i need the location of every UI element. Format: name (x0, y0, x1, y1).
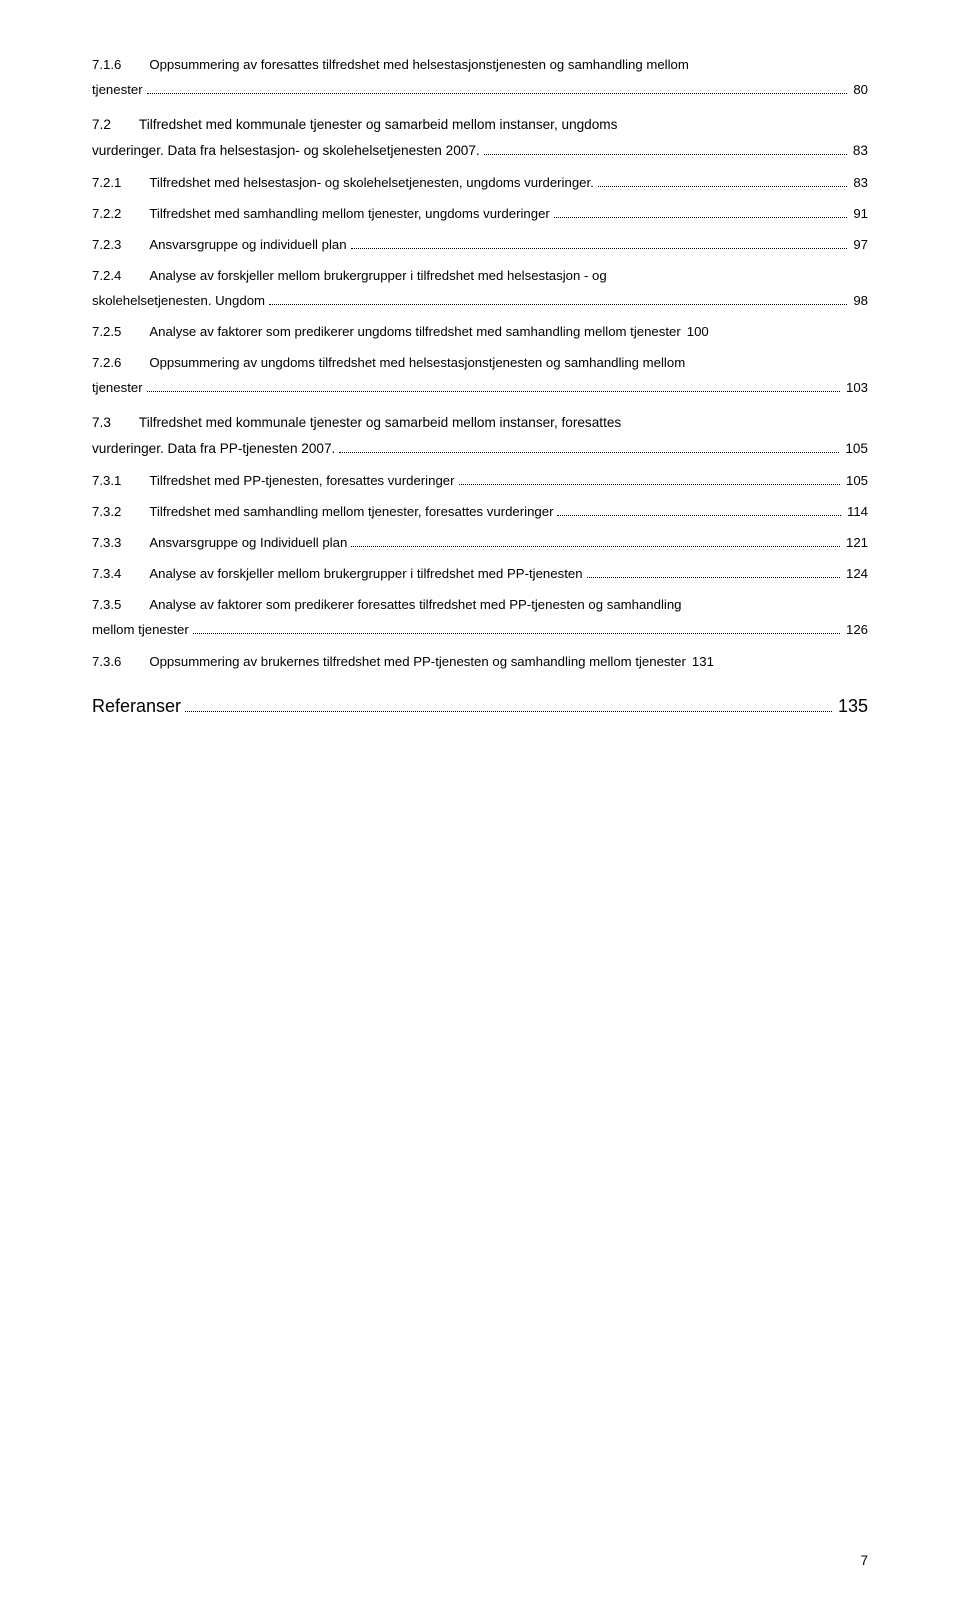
toc-text: Analyse av forskjeller mellom brukergrup… (149, 561, 582, 586)
toc-page: 105 (844, 468, 868, 493)
leader-dots (147, 93, 848, 94)
toc-text: Tilfredshet med kommunale tjenester og s… (139, 117, 618, 132)
toc-page: 97 (851, 232, 868, 257)
toc-number: 7.3 (92, 410, 139, 436)
toc-entry: 7.3.6Oppsummering av brukernes tilfredsh… (92, 649, 868, 674)
references-page: 135 (836, 696, 868, 717)
leader-dots (557, 515, 841, 516)
references-label: Referanser (92, 696, 181, 717)
toc-number: 7.2.3 (92, 232, 149, 257)
toc-entry: 7.2.4Analyse av forskjeller mellom bruke… (92, 263, 868, 313)
toc-page: 100 (681, 319, 709, 344)
toc-entry: 7.2.5Analyse av faktorer som predikerer … (92, 319, 868, 344)
leader-dots (459, 484, 840, 485)
toc-entry: 7.2.1Tilfredshet med helsestasjon- og sk… (92, 170, 868, 195)
leader-dots (351, 546, 840, 547)
leader-dots (484, 154, 847, 155)
toc-page: 131 (686, 649, 714, 674)
toc-text: Oppsummering av foresattes tilfredshet m… (149, 57, 689, 72)
leader-dots (147, 391, 840, 392)
toc-number: 7.3.1 (92, 468, 149, 493)
toc-page: 83 (851, 138, 868, 164)
toc-number: 7.3.6 (92, 649, 149, 674)
toc-text: Ansvarsgruppe og Individuell plan (149, 530, 347, 555)
toc-number: 7.2.5 (92, 319, 149, 344)
toc-number: 7.3.3 (92, 530, 149, 555)
toc-text: vurderinger. Data fra helsestasjon- og s… (92, 138, 480, 164)
toc-page: 80 (851, 77, 868, 102)
toc-section: 7.2Tilfredshet med kommunale tjenester o… (92, 112, 868, 164)
toc-page: 121 (844, 530, 868, 555)
toc-text: Tilfredshet med PP-tjenesten, foresattes… (149, 468, 454, 493)
toc-text: tjenester (92, 77, 143, 102)
toc-entry: 7.2.6Oppsummering av ungdoms tilfredshet… (92, 350, 868, 400)
toc-entry: 7.3.2Tilfredshet med samhandling mellom … (92, 499, 868, 524)
leader-dots (598, 186, 848, 187)
page: 7.1.6Oppsummering av foresattes tilfreds… (0, 0, 960, 1606)
toc-entry: 7.2.3Ansvarsgruppe og individuell plan 97 (92, 232, 868, 257)
toc-entry: 7.1.6Oppsummering av foresattes tilfreds… (92, 52, 868, 102)
toc-text: Tilfredshet med samhandling mellom tjene… (149, 499, 553, 524)
references-line: Referanser 135 (92, 696, 868, 717)
toc-page: 103 (844, 375, 868, 400)
toc-page: 91 (851, 201, 868, 226)
toc-page: 126 (844, 617, 868, 642)
toc-text: mellom tjenester (92, 617, 189, 642)
toc-text: skolehelsetjenesten. Ungdom (92, 288, 265, 313)
toc-page: 114 (845, 499, 868, 524)
toc-text: Oppsummering av brukernes tilfredshet me… (149, 649, 686, 674)
toc-entry: 7.2.2Tilfredshet med samhandling mellom … (92, 201, 868, 226)
leader-dots (193, 633, 840, 634)
toc-entry: 7.3.5Analyse av faktorer som predikerer … (92, 592, 868, 642)
toc-text: tjenester (92, 375, 143, 400)
toc-page: 98 (851, 288, 868, 313)
toc-text: Oppsummering av ungdoms tilfredshet med … (149, 355, 685, 370)
leader-dots (554, 217, 848, 218)
leader-dots (351, 248, 848, 249)
toc-number: 7.3.4 (92, 561, 149, 586)
toc-number: 7.3.2 (92, 499, 149, 524)
toc-section: 7.3Tilfredshet med kommunale tjenester o… (92, 410, 868, 462)
toc-number: 7.1.6 (92, 52, 149, 77)
toc-page: 105 (843, 436, 868, 462)
toc-entry: 7.3.4Analyse av forskjeller mellom bruke… (92, 561, 868, 586)
leader-dots (185, 711, 832, 712)
toc-number: 7.2.6 (92, 350, 149, 375)
leader-dots (587, 577, 840, 578)
toc-text: Tilfredshet med kommunale tjenester og s… (139, 415, 621, 430)
page-number: 7 (860, 1553, 868, 1568)
toc-text: Tilfredshet med samhandling mellom tjene… (149, 201, 549, 226)
toc-text: Ansvarsgruppe og individuell plan (149, 232, 346, 257)
toc-entry: 7.3.3Ansvarsgruppe og Individuell plan 12… (92, 530, 868, 555)
toc-text: Analyse av faktorer som predikerer ungdo… (149, 319, 680, 344)
toc-text: Analyse av forskjeller mellom brukergrup… (149, 268, 606, 283)
toc-number: 7.2 (92, 112, 139, 138)
toc-container: 7.1.6Oppsummering av foresattes tilfreds… (92, 52, 868, 674)
toc-entry: 7.3.1Tilfredshet med PP-tjenesten, fores… (92, 468, 868, 493)
toc-number: 7.2.1 (92, 170, 149, 195)
toc-number: 7.3.5 (92, 592, 149, 617)
leader-dots (339, 452, 839, 453)
toc-page: 83 (851, 170, 868, 195)
toc-number: 7.2.4 (92, 263, 149, 288)
leader-dots (269, 304, 847, 305)
toc-number: 7.2.2 (92, 201, 149, 226)
toc-text: vurderinger. Data fra PP-tjenesten 2007. (92, 436, 335, 462)
toc-text: Tilfredshet med helsestasjon- og skolehe… (149, 170, 593, 195)
toc-page: 124 (844, 561, 868, 586)
toc-text: Analyse av faktorer som predikerer fores… (149, 597, 681, 612)
